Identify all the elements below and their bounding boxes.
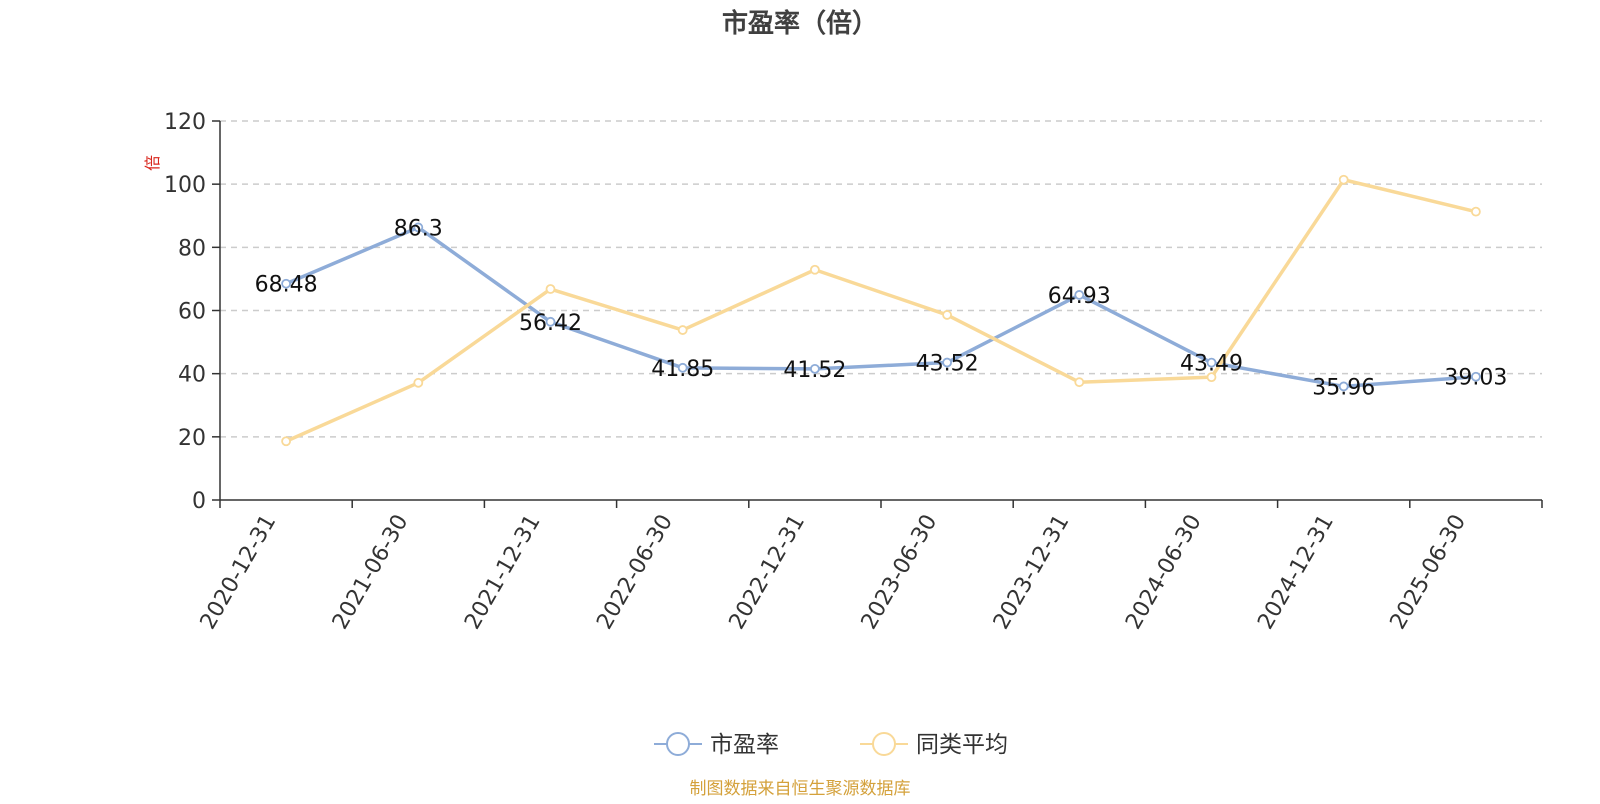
data-point[interactable] — [281, 436, 292, 447]
data-label: 68.48 — [255, 273, 318, 298]
legend-item[interactable]: 市盈率 — [654, 732, 779, 758]
data-point[interactable] — [1206, 372, 1217, 383]
data-point[interactable] — [810, 264, 820, 275]
x-tick-label: 2020-12-31 — [196, 511, 282, 634]
data-point[interactable] — [281, 278, 292, 289]
x-tick-label: 2023-12-31 — [989, 511, 1075, 634]
data-point[interactable] — [942, 357, 952, 368]
data-point[interactable] — [545, 316, 556, 327]
x-tick-label: 2022-06-30 — [592, 511, 678, 634]
data-point[interactable] — [1074, 377, 1085, 388]
data-point[interactable] — [942, 310, 952, 320]
x-tick-label: 2024-06-30 — [1121, 511, 1207, 634]
data-labels: 68.48 86.3 56.42 41.85 41.52 43.52 64.93 43.49 3… — [255, 216, 1508, 400]
data-label: 64.93 — [1048, 284, 1111, 309]
data-label: 86.3 — [394, 216, 443, 241]
legend-label: 同类平均 — [916, 732, 1008, 758]
legend-marker — [666, 732, 690, 756]
data-point[interactable] — [545, 284, 556, 294]
data-label: 43.49 — [1180, 352, 1243, 377]
data-label: 56.42 — [519, 311, 582, 336]
y-tick-label: 120 — [164, 110, 206, 135]
series-layer — [281, 174, 1481, 447]
x-tick-label: 2021-06-30 — [328, 511, 414, 634]
y-tick-label: 60 — [178, 300, 206, 325]
y-tick-label: 0 — [192, 489, 206, 514]
data-label: 39.03 — [1444, 366, 1507, 391]
data-point[interactable] — [1206, 357, 1217, 368]
data-point[interactable] — [413, 377, 424, 388]
data-point[interactable] — [1338, 381, 1349, 392]
axes: 0 20 40 60 80 100 120 2020-12-31 2021-06-30 2021-… — [164, 110, 1543, 634]
data-label: 43.52 — [916, 352, 979, 377]
legend[interactable]: 市盈率 同类平均 — [654, 732, 1008, 758]
data-point[interactable] — [1338, 174, 1349, 185]
data-label: 35.96 — [1312, 375, 1375, 400]
grid-lines — [220, 120, 1542, 438]
x-tick-label: 2023-06-30 — [857, 511, 943, 634]
y-tick-label: 80 — [178, 236, 206, 261]
x-tick-label: 2021-12-31 — [460, 511, 546, 634]
y-tick-label: 40 — [178, 363, 206, 388]
y-tick-label: 20 — [178, 426, 206, 451]
data-point[interactable] — [1074, 290, 1085, 300]
legend-item[interactable]: 同类平均 — [860, 732, 1008, 758]
data-point[interactable] — [1471, 371, 1481, 382]
x-tick-label: 2022-12-31 — [725, 511, 811, 634]
chart-title: 市盈率（倍） — [722, 8, 878, 39]
data-point[interactable] — [413, 222, 424, 233]
data-source-note: 制图数据来自恒生聚源数据库 — [690, 779, 911, 799]
x-tick-label: 2024-12-31 — [1253, 511, 1339, 634]
data-point[interactable] — [677, 362, 688, 373]
series-line — [285, 177, 1477, 443]
data-point[interactable] — [677, 325, 688, 335]
legend-label: 市盈率 — [710, 732, 779, 758]
data-point[interactable] — [810, 363, 820, 374]
y-axis-unit: 倍 — [143, 155, 162, 171]
series-line — [285, 225, 1477, 389]
data-label: 41.85 — [651, 357, 714, 382]
x-tick-label: 2025-06-30 — [1386, 511, 1472, 634]
data-point[interactable] — [1471, 206, 1481, 217]
legend-marker — [872, 732, 896, 756]
y-tick-label: 100 — [164, 173, 206, 198]
data-label: 41.52 — [783, 358, 846, 383]
